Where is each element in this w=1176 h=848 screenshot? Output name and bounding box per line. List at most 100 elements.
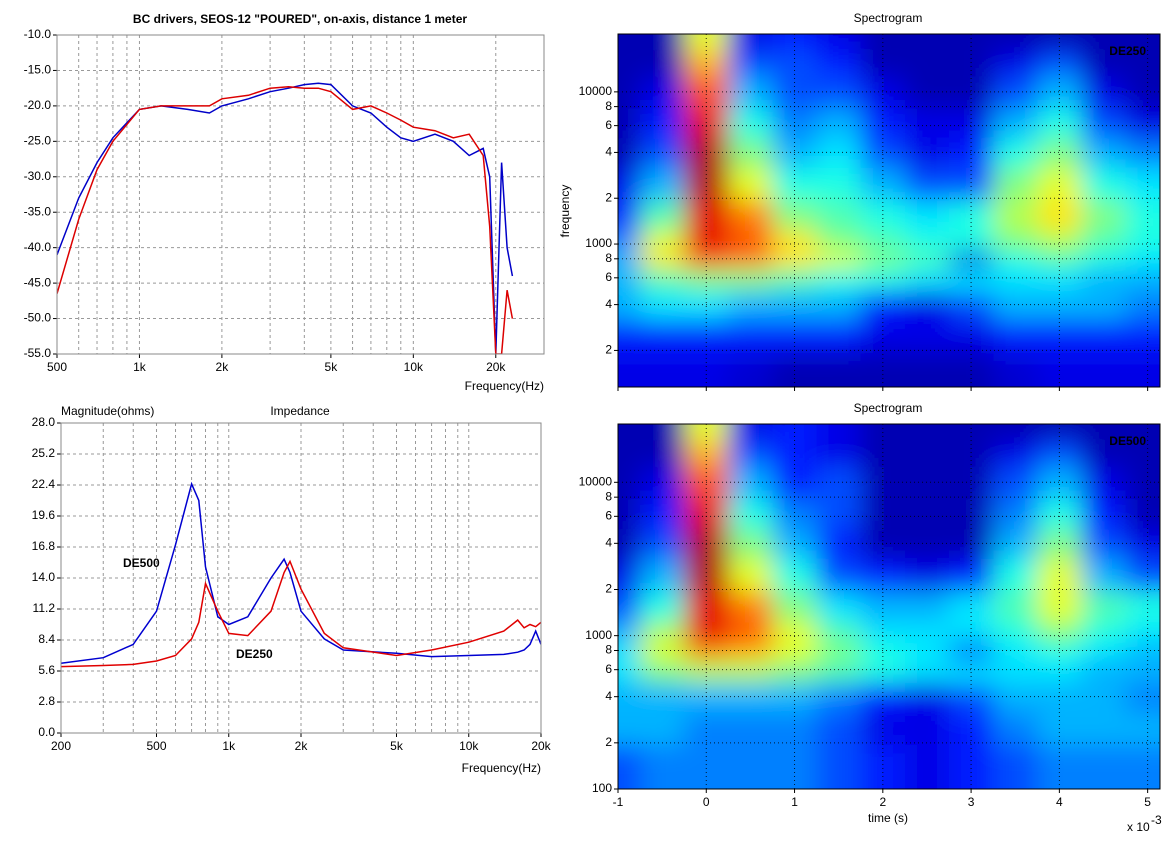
x-tick-label: 1k — [133, 360, 147, 374]
heat-cell — [904, 529, 951, 560]
heat-cell — [1081, 529, 1127, 560]
heat-cell — [618, 34, 642, 52]
heat-cell — [640, 466, 686, 501]
heat-cell — [618, 268, 642, 293]
y-tick-label: -50.0 — [24, 311, 52, 325]
heat-cell — [1081, 34, 1127, 52]
x-tick-label: 5 — [1144, 795, 1151, 809]
y-tick-label: 14.0 — [32, 570, 56, 584]
heat-cell — [684, 34, 730, 52]
heat-cell — [772, 320, 818, 354]
y-tick-label: 1000 — [585, 628, 612, 642]
heat-cell — [1037, 268, 1083, 293]
heat-cell — [816, 622, 862, 645]
heat-cell — [1081, 320, 1127, 354]
y-tick-label: 5.6 — [38, 663, 55, 677]
y-tick-label: 28.0 — [32, 415, 56, 429]
heat-cell — [993, 251, 1039, 270]
heat-cell — [1037, 108, 1083, 141]
heat-cell — [1081, 424, 1127, 442]
heat-cell — [1125, 712, 1160, 746]
heat-cell — [772, 167, 818, 202]
heat-cell — [816, 320, 862, 354]
heat-cell — [640, 320, 686, 354]
heat-cell — [618, 529, 642, 560]
heat-cell — [1125, 683, 1160, 714]
heat-cell — [618, 466, 642, 501]
heat-cell — [1037, 622, 1083, 645]
heat-cell — [1037, 744, 1083, 789]
heat-cell — [618, 440, 642, 468]
x-tick-label: 4 — [1056, 795, 1063, 809]
heat-cell — [816, 744, 862, 789]
heat-cell — [618, 660, 642, 685]
heat-cell — [904, 268, 951, 293]
heat-cell — [904, 744, 951, 789]
heat-cell — [618, 291, 642, 322]
heat-cell — [684, 230, 730, 253]
heat-cell — [618, 744, 642, 789]
heat-cell — [949, 268, 995, 293]
heat-cell — [816, 712, 862, 746]
heat-cell — [1037, 320, 1083, 354]
heat-cell — [816, 167, 862, 202]
heat-cell — [1081, 466, 1127, 501]
heat-cell — [860, 108, 906, 141]
x-tick-label: 0 — [703, 795, 710, 809]
heat-cell — [1081, 268, 1127, 293]
heat-cell — [1037, 683, 1083, 714]
plot-frame — [56, 34, 545, 355]
heat-cell — [904, 108, 951, 141]
heat-cell — [904, 139, 951, 169]
y-tick-label: 8 — [605, 643, 612, 657]
heat-cell — [993, 76, 1039, 110]
heat-cell — [728, 268, 774, 293]
heat-cell — [1125, 139, 1160, 169]
heat-cell — [993, 108, 1039, 141]
heat-cell — [728, 558, 774, 593]
heat-cell — [1037, 167, 1083, 202]
heat-cell — [1037, 230, 1083, 253]
heat-cell — [993, 167, 1039, 202]
lines — [61, 481, 541, 668]
heat-cell — [904, 440, 951, 468]
heat-cell — [1081, 622, 1127, 645]
heat-cell — [993, 291, 1039, 322]
heat-cell — [618, 643, 642, 662]
y-tick-label: 25.2 — [32, 446, 56, 460]
y-tick-label: 11.2 — [33, 601, 56, 615]
heat-cell — [1125, 251, 1160, 270]
y-tick-label: 6 — [605, 662, 612, 676]
heat-cell — [949, 622, 995, 645]
heat-cell — [640, 712, 686, 746]
heat-cell — [728, 529, 774, 560]
heat-cell — [618, 139, 642, 169]
heat-cell — [949, 251, 995, 270]
heat-cell — [1125, 622, 1160, 645]
heat-cell — [816, 34, 862, 52]
heat-cell — [684, 167, 730, 202]
heat-cell — [1037, 466, 1083, 501]
heat-cell — [1081, 643, 1127, 662]
heat-cell — [1125, 320, 1160, 354]
heatmap-clip — [618, 424, 1160, 789]
y-tick-label: 4 — [605, 535, 612, 549]
heat-cell — [684, 251, 730, 270]
heat-cell — [1125, 352, 1160, 387]
y-tick-label: -55.0 — [24, 346, 52, 360]
x-axis-label: Frequency(Hz) — [465, 379, 544, 393]
heat-cell — [728, 440, 774, 468]
heat-cell — [728, 291, 774, 322]
heat-cell — [640, 683, 686, 714]
series-line — [57, 85, 514, 354]
y-tick-label: 2 — [605, 735, 612, 749]
y-tick-label: 2.8 — [38, 694, 55, 708]
heat-cell — [640, 291, 686, 322]
x-tick-label: 20k — [486, 360, 506, 374]
heat-cell — [1081, 139, 1127, 169]
heat-cell — [618, 558, 642, 593]
heat-cell — [1125, 291, 1160, 322]
heat-cell — [993, 139, 1039, 169]
heat-cell — [684, 320, 730, 354]
heat-cell — [640, 529, 686, 560]
